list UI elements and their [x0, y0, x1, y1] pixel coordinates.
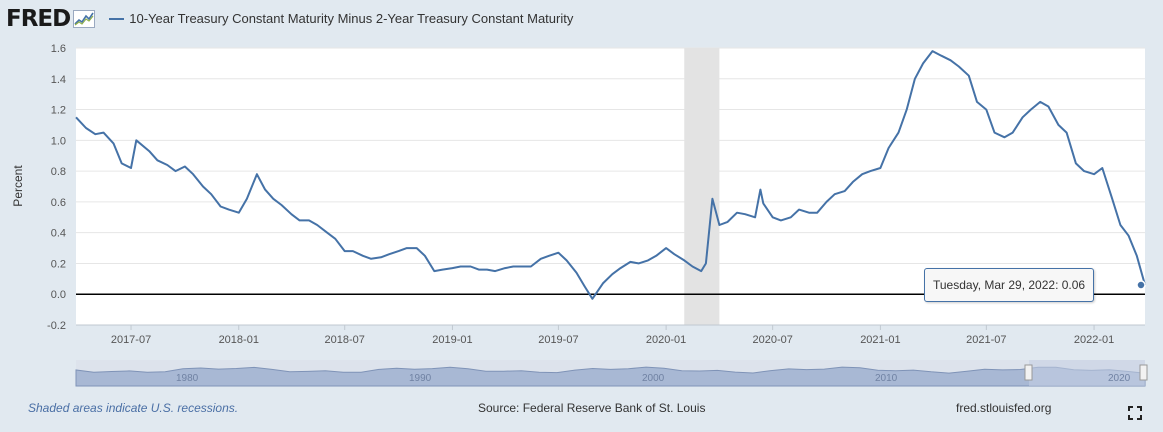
- y-tick-label: 0.8: [51, 166, 66, 178]
- navigator-tick-label: 2010: [875, 373, 898, 384]
- legend-series-title[interactable]: 10-Year Treasury Constant Maturity Minus…: [129, 11, 574, 26]
- y-tick-label: 0.0: [51, 289, 66, 301]
- y-tick-label: 1.4: [51, 74, 66, 86]
- recession-note: Shaded areas indicate U.S. recessions.: [28, 401, 239, 415]
- navigator-tick-label: 1980: [176, 373, 199, 384]
- fullscreen-icon[interactable]: [1128, 406, 1142, 420]
- y-axis-tick-labels: 1.6 1.4 1.2 1.0 0.8 0.6 0.4 0.2 0.0 -0.2: [47, 43, 66, 332]
- tooltip-value: 0.06: [1061, 278, 1086, 292]
- x-tick-label: 2019-07: [538, 334, 578, 346]
- chart-header: FRED 10-Year Treasury Constant Maturity …: [6, 6, 573, 32]
- recession-band: [684, 48, 720, 325]
- x-tick-label: 2022-01: [1074, 334, 1114, 346]
- fred-logo[interactable]: FRED: [6, 6, 71, 32]
- y-tick-label: -0.2: [47, 320, 66, 332]
- y-tick-label: 1.0: [51, 135, 66, 147]
- navigator-tick-label: 1990: [409, 373, 432, 384]
- x-tick-label: 2020-01: [646, 334, 686, 346]
- x-tick-label: 2021-07: [966, 334, 1006, 346]
- y-tick-label: 0.6: [51, 197, 66, 209]
- fred-logo-icon: [73, 10, 96, 28]
- x-axis-tick-labels: 2017-07 2018-01 2018-07 2019-01 2019-07 2020-…: [111, 325, 1114, 346]
- series-line[interactable]: [75, 50, 1146, 300]
- navigator-ticks: 1980 1990 2000 2010 2020: [176, 373, 1131, 384]
- x-tick-label: 2018-07: [325, 334, 365, 346]
- navigator-tick-label: 2020: [1108, 373, 1131, 384]
- x-tick-label: 2017-07: [111, 334, 151, 346]
- tooltip: Tuesday, Mar 29, 2022: 0.06: [924, 268, 1095, 302]
- y-tick-label: 1.6: [51, 43, 66, 55]
- y-tick-label: 0.4: [51, 228, 66, 240]
- tooltip-label: Tuesday, Mar 29, 2022:: [933, 278, 1059, 292]
- source-text: Source: Federal Reserve Bank of St. Loui…: [478, 401, 706, 415]
- y-axis-label: Percent: [11, 165, 25, 207]
- y-tick-label: 1.2: [51, 105, 66, 117]
- x-tick-label: 2018-01: [219, 334, 259, 346]
- hover-marker: [1136, 280, 1146, 290]
- site-link[interactable]: fred.stlouisfed.org: [956, 401, 1052, 415]
- x-tick-label: 2020-07: [752, 334, 792, 346]
- x-tick-label: 2019-01: [432, 334, 472, 346]
- navigator-area: [75, 366, 1146, 387]
- navigator-handle-right[interactable]: [1139, 364, 1148, 381]
- x-tick-label: 2021-01: [860, 334, 900, 346]
- navigator-tick-label: 2000: [642, 373, 665, 384]
- navigator-selection[interactable]: [1029, 360, 1145, 386]
- legend-line-swatch: [109, 18, 125, 20]
- y-tick-label: 0.2: [51, 258, 66, 270]
- navigator-handle-left[interactable]: [1024, 364, 1033, 381]
